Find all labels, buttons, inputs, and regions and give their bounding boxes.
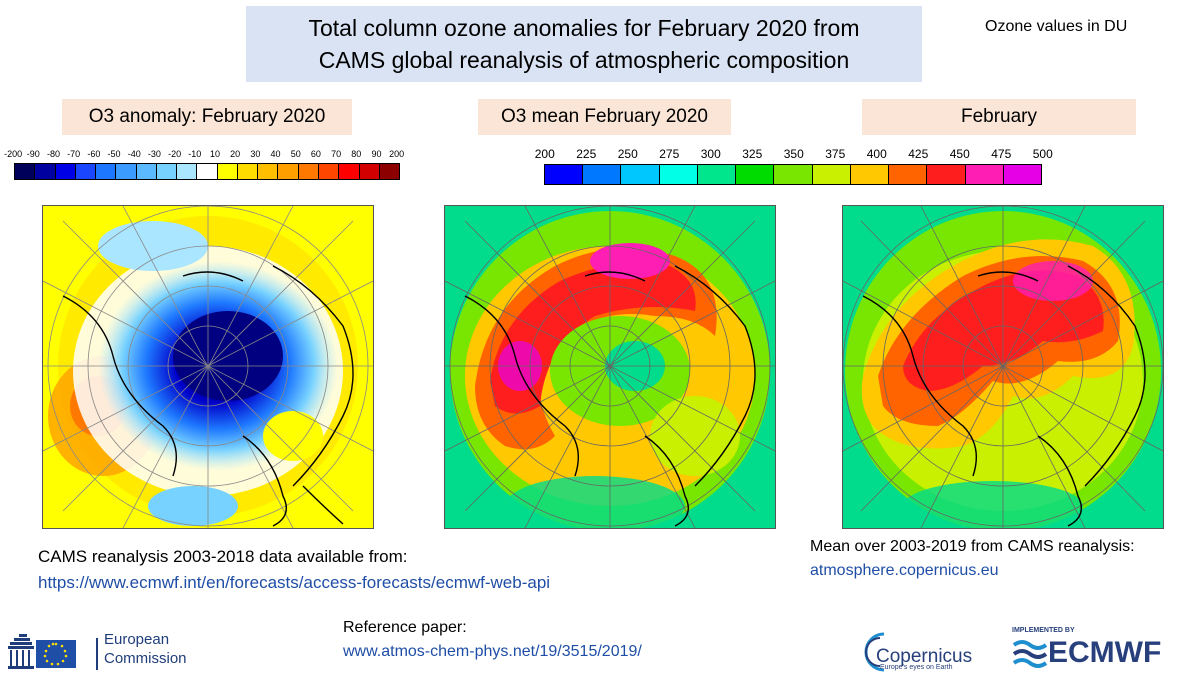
mean-colorbar-label-7: 375: [825, 147, 846, 161]
anomaly-colorbar-swatch-3: [75, 164, 97, 179]
anomaly-colorbar-label-6: -40: [127, 149, 141, 159]
anomaly-colorbar-swatch-0: [15, 164, 36, 179]
anomaly-colorbar: [14, 163, 400, 180]
anomaly-colorbar-label-2: -80: [46, 149, 60, 159]
anomaly-colorbar-label-5: -50: [107, 149, 121, 159]
mean-colorbar-label-5: 325: [742, 147, 763, 161]
mean-colorbar-swatch-12: [1003, 165, 1042, 184]
mean-colorbar-label-1: 225: [576, 147, 597, 161]
reference-link[interactable]: www.atmos-chem-phys.net/19/3515/2019/: [343, 643, 642, 660]
anomaly-colorbar-swatch-2: [55, 164, 76, 179]
anomaly-colorbar-label-17: 80: [351, 149, 362, 159]
anomaly-colorbar-label-12: 30: [250, 149, 261, 159]
reference-label: Reference paper:: [343, 619, 467, 636]
anomaly-colorbar-label-11: 20: [230, 149, 241, 159]
mean-colorbar-swatch-4: [697, 165, 737, 184]
anomaly-colorbar-swatch-4: [96, 164, 117, 179]
anomaly-colorbar-labels: -200 -90 -80 -70 -60 -50 -40 -30 -20 -10 10 20 30 40 5…: [3, 149, 407, 159]
anomaly-colorbar-swatch-15: [318, 164, 340, 179]
mean-colorbar-label-9: 425: [908, 147, 929, 161]
anomaly-colorbar-swatch-9: [197, 164, 218, 179]
mean-colorbar-swatch-0: [545, 165, 584, 184]
anomaly-map: [42, 205, 374, 529]
anomaly-colorbar-label-3: -70: [67, 149, 81, 159]
anomaly-colorbar-label-0: -200: [4, 149, 23, 159]
title-line-2: CAMS global reanalysis of atmospheric co…: [318, 47, 850, 73]
anomaly-colorbar-label-1: -90: [26, 149, 40, 159]
anomaly-colorbar-swatch-7: [156, 164, 178, 179]
anomaly-colorbar-label-4: -60: [87, 149, 101, 159]
anomaly-colorbar-swatch-17: [359, 164, 380, 179]
copernicus-atmosphere-link[interactable]: atmosphere.copernicus.eu: [810, 562, 999, 579]
anomaly-colorbar-swatch-10: [217, 164, 238, 179]
panel-title-mean-2020: O3 mean February 2020: [478, 99, 731, 135]
copernicus-logo-text: Copernicus: [876, 646, 973, 667]
ecmwf-logo: [1010, 637, 1190, 671]
anomaly-colorbar-swatch-5: [116, 164, 137, 179]
anomaly-colorbar-swatch-18: [379, 164, 400, 179]
anomaly-colorbar-label-16: 70: [331, 149, 342, 159]
mean-colorbar-label-4: 300: [700, 147, 721, 161]
anomaly-colorbar-label-8: -20: [168, 149, 182, 159]
mean-colorbar-swatch-1: [583, 165, 622, 184]
mean-colorbar-label-8: 400: [866, 147, 887, 161]
mean-colorbar-label-0: 200: [534, 147, 555, 161]
copernicus-logo: [858, 628, 978, 674]
mean-2020-map: [444, 205, 776, 529]
mean-colorbar-label-6: 350: [783, 147, 804, 161]
anomaly-colorbar-swatch-16: [339, 164, 360, 179]
mean-colorbar-label-3: 275: [659, 147, 680, 161]
data-availability-link[interactable]: https://www.ecmwf.int/en/forecasts/acces…: [38, 573, 551, 592]
mean-colorbar-swatch-10: [927, 165, 966, 184]
anomaly-colorbar-swatch-11: [237, 164, 259, 179]
panel-title-anomaly: O3 anomaly: February 2020: [62, 99, 352, 135]
mean-colorbar-label-11: 475: [991, 147, 1012, 161]
mean-colorbar-swatch-5: [736, 165, 775, 184]
anomaly-colorbar-label-15: 60: [310, 149, 321, 159]
units-note: Ozone values in DU: [985, 18, 1128, 35]
anomaly-colorbar-label-10: 10: [209, 149, 220, 159]
anomaly-colorbar-label-7: -30: [147, 149, 161, 159]
climatology-map: [842, 205, 1164, 529]
anomaly-colorbar-label-14: 50: [290, 149, 301, 159]
mean-colorbar-swatch-7: [812, 165, 851, 184]
mean-colorbar: [544, 164, 1042, 185]
anomaly-colorbar-swatch-8: [177, 164, 198, 179]
mean-colorbar-swatch-3: [659, 165, 698, 184]
mean-period-label: Mean over 2003-2019 from CAMS reanalysis…: [810, 538, 1135, 555]
anomaly-colorbar-swatch-1: [35, 164, 56, 179]
copernicus-tagline: Europe's eyes on Earth: [880, 664, 953, 671]
mean-colorbar-label-10: 450: [949, 147, 970, 161]
ecmwf-implemented-by: IMPLEMENTED BY: [1012, 627, 1075, 634]
european-commission-logo: [6, 626, 190, 670]
anomaly-colorbar-label-9: -10: [188, 149, 202, 159]
anomaly-colorbar-label-13: 40: [270, 149, 281, 159]
mean-colorbar-swatch-9: [889, 165, 928, 184]
data-availability-label: CAMS reanalysis 2003-2018 data available…: [38, 547, 408, 566]
mean-colorbar-labels: 200 225 250 275 300 325 350 375 400 425 450 475 500: [524, 147, 1064, 161]
panel-title-climatology: February: [862, 99, 1136, 135]
title-line-1: Total column ozone anomalies for Februar…: [308, 15, 860, 41]
anomaly-colorbar-swatch-12: [258, 164, 279, 179]
anomaly-colorbar-swatch-14: [298, 164, 319, 179]
ec-logo-text-line1: European: [104, 631, 170, 648]
anomaly-colorbar-label-19: 200: [389, 149, 405, 159]
title-box: Total column ozone anomalies for Februar…: [246, 6, 922, 82]
mean-colorbar-swatch-2: [621, 165, 660, 184]
mean-colorbar-label-12: 500: [1032, 147, 1053, 161]
mean-colorbar-swatch-11: [965, 165, 1004, 184]
mean-colorbar-swatch-6: [774, 165, 813, 184]
mean-colorbar-swatch-8: [850, 165, 890, 184]
anomaly-colorbar-swatch-6: [136, 164, 157, 179]
anomaly-colorbar-label-18: 90: [371, 149, 382, 159]
anomaly-colorbar-swatch-13: [278, 164, 299, 179]
mean-colorbar-label-2: 250: [617, 147, 638, 161]
ec-logo-text-line2: Commission: [104, 650, 187, 667]
ecmwf-logo-text: ECMWF: [1048, 636, 1162, 669]
